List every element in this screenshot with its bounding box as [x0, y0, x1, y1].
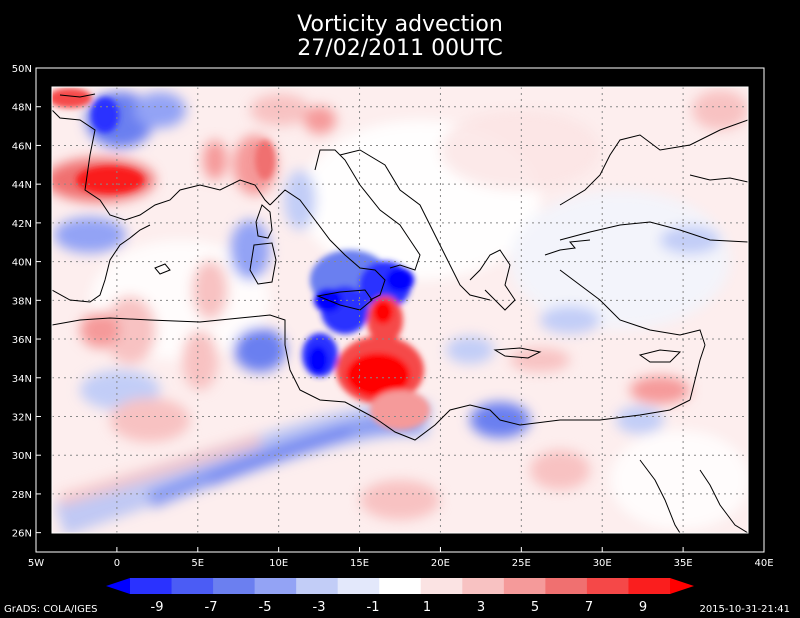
lat-tick-label: 32N: [12, 412, 32, 423]
lat-tick-label: 30N: [12, 451, 32, 462]
field-border: [51, 86, 749, 534]
colorbar-swatch: [130, 578, 173, 594]
colorbar-label: -5: [259, 600, 272, 615]
colorbar-swatch: [213, 578, 256, 594]
colorbar-label: -7: [205, 600, 218, 615]
colorbar-swatch: [296, 578, 339, 594]
lat-tick-label: 28N: [12, 490, 32, 501]
lat-tick-label: 36N: [12, 335, 32, 346]
lon-tick-label: 0: [114, 558, 120, 569]
colorbar-label: 3: [477, 600, 485, 615]
lon-tick-label: 5E: [191, 558, 204, 569]
lat-tick-label: 46N: [12, 141, 32, 152]
grid-lines: [52, 87, 748, 533]
colorbar: [106, 578, 694, 594]
lat-tick-label: 34N: [12, 374, 32, 385]
lon-tick-label: 20E: [431, 558, 450, 569]
colorbar-label: -1: [367, 600, 380, 615]
credit-grads: GrADS: COLA/IGES: [4, 604, 98, 615]
colorbar-swatch: [379, 578, 422, 594]
lon-tick-label: 10E: [269, 558, 288, 569]
colorbar-label: -9: [151, 600, 164, 615]
colorbar-swatch: [503, 578, 546, 594]
lat-tick-label: 42N: [12, 219, 32, 230]
colorbar-label: 5: [531, 600, 539, 615]
lon-tick-label: 15E: [350, 558, 369, 569]
colorbar-end-min: [106, 578, 130, 594]
colorbar-swatch: [337, 578, 380, 594]
colorbar-label: 9: [639, 600, 647, 615]
colorbar-swatch: [628, 578, 671, 594]
lon-tick-label: 35E: [674, 558, 693, 569]
colorbar-label: 7: [585, 600, 593, 615]
colorbar-swatch: [420, 578, 463, 594]
colorbar-swatch: [545, 578, 588, 594]
lon-tick-label: 40E: [754, 558, 773, 569]
lat-tick-label: 40N: [12, 258, 32, 269]
colorbar-label: -3: [313, 600, 326, 615]
lat-tick-label: 26N: [12, 529, 32, 540]
lat-tick-label: 50N: [12, 64, 32, 75]
colorbar-swatch: [171, 578, 214, 594]
colorbar-swatch: [254, 578, 297, 594]
credit-timestamp: 2015-10-31-21:41: [699, 604, 790, 615]
lon-tick-label: 30E: [593, 558, 612, 569]
lat-tick-label: 48N: [12, 103, 32, 114]
lat-tick-label: 38N: [12, 296, 32, 307]
lon-tick-label: 5W: [28, 558, 44, 569]
coastlines: [52, 93, 748, 533]
map-subtitle: 27/02/2011 00UTC: [297, 36, 503, 61]
map-frame: [35, 67, 765, 553]
lon-axis: 5W 0 5E 10E 15E 20E 25E 30E 35E 40E: [28, 547, 774, 569]
lat-tick-label: 44N: [12, 180, 32, 191]
colorbar-swatch: [462, 578, 505, 594]
map-title: Vorticity advection: [297, 12, 503, 37]
colorbar-end-max: [670, 578, 694, 594]
lat-axis: 50N 48N 46N 44N 42N 40N 38N 36N 34N 32N 30N 28N 26N: [12, 64, 41, 540]
colorbar-labels: -9 -7 -5 -3 -1 1 3 5 7 9: [151, 600, 648, 615]
colorbar-label: 1: [423, 600, 431, 615]
colorbar-swatch: [586, 578, 629, 594]
vorticity-field: [52, 87, 748, 533]
lon-tick-label: 25E: [512, 558, 531, 569]
